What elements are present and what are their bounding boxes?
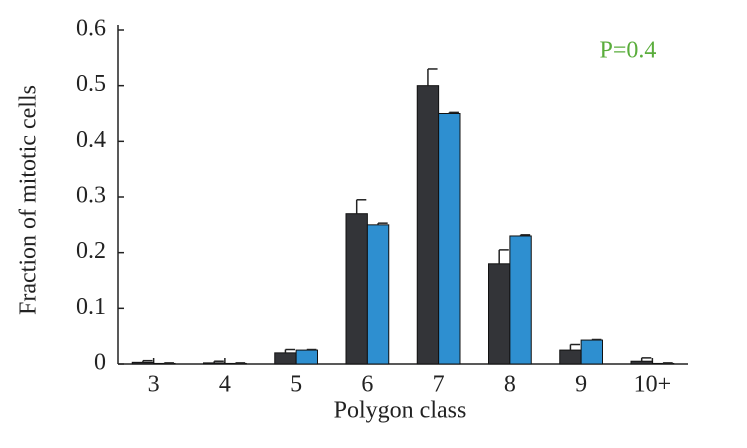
bar [438, 113, 461, 365]
x-tick-label: 9 [575, 372, 587, 398]
y-tick-label: 0.2 [76, 238, 106, 264]
bar [203, 362, 226, 365]
bar [630, 360, 653, 365]
bar [295, 349, 318, 365]
y-tick-label: 0.3 [76, 183, 106, 209]
x-tick-label: 8 [504, 372, 516, 398]
annotation: P=0.4 [600, 38, 657, 64]
bar [509, 235, 532, 365]
x-tick-label: 6 [361, 372, 373, 398]
y-axis-label: Fraction of mitotic cells [16, 85, 42, 315]
bar [366, 224, 390, 365]
y-tick-label: 0.6 [76, 16, 106, 42]
bar [345, 213, 368, 365]
bar [131, 361, 155, 365]
x-tick-label: 7 [433, 372, 445, 398]
y-tick-label: 0.4 [76, 127, 106, 153]
x-tick-label: 3 [148, 372, 160, 398]
x-tick-label: 4 [219, 372, 231, 398]
x-tick-label: 5 [290, 372, 302, 398]
y-tick-label: 0 [94, 350, 106, 376]
bar [488, 263, 511, 365]
bar [559, 349, 582, 365]
bar [274, 352, 297, 365]
x-axis-label: Polygon class [334, 398, 467, 424]
bar [416, 85, 440, 365]
x-tick-label: 10+ [634, 372, 672, 398]
bar [580, 339, 603, 365]
y-tick-label: 0.1 [76, 294, 106, 320]
y-tick-label: 0.5 [76, 71, 106, 97]
